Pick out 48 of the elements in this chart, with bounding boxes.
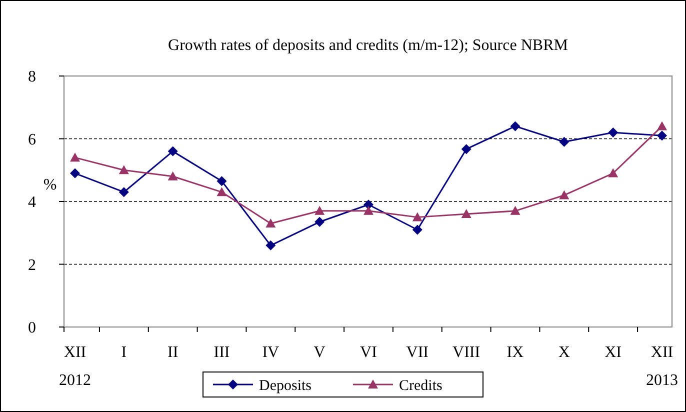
x-tick-label: VII [406,344,429,361]
y-tick-label: 8 [28,68,36,86]
x-tick-label: V [314,344,326,361]
point [314,216,325,227]
point [412,212,422,222]
point [559,136,570,147]
point [510,206,520,215]
legend-label: Deposits [259,378,312,394]
y-tick-label: 2 [28,256,36,274]
point [559,190,570,200]
x-tick-label: XII 2012 [59,344,91,389]
point [70,152,80,162]
point [608,127,618,138]
y-tick-label: 6 [28,131,36,148]
y-tick-label: 4 [28,194,36,212]
chart-title: Growth rates of deposits and credits (m/m-12); Source NBRM [168,37,568,54]
y-tick-label: 0 [28,320,36,337]
x-tick-label: IV [262,344,280,361]
x-tick-label: XII 2013 [646,344,678,389]
x-tick-label: IX [506,344,524,361]
point [657,121,667,130]
point [608,168,618,178]
x-tick-label: VIII [452,344,480,361]
x-tick-label: III [214,344,230,361]
point [70,168,80,178]
point [118,187,129,198]
point [657,130,667,141]
legend-label: Credits [399,378,442,394]
x-tick-label: II [168,344,178,361]
x-tick-label: XI [604,344,622,361]
point [412,224,422,235]
point [168,146,178,156]
point [266,240,276,250]
point [510,121,520,132]
x-tick-label: VI [360,344,377,361]
point [168,171,178,180]
point [364,200,374,210]
point [461,144,472,154]
point [314,206,325,215]
x-tick-label: I [121,344,127,361]
point [266,218,276,228]
point [216,187,227,196]
y-axis-title: % [43,176,57,194]
point [461,209,472,218]
point [216,176,227,186]
x-tick-label: X [558,344,570,361]
point [118,165,129,174]
point [364,206,374,215]
